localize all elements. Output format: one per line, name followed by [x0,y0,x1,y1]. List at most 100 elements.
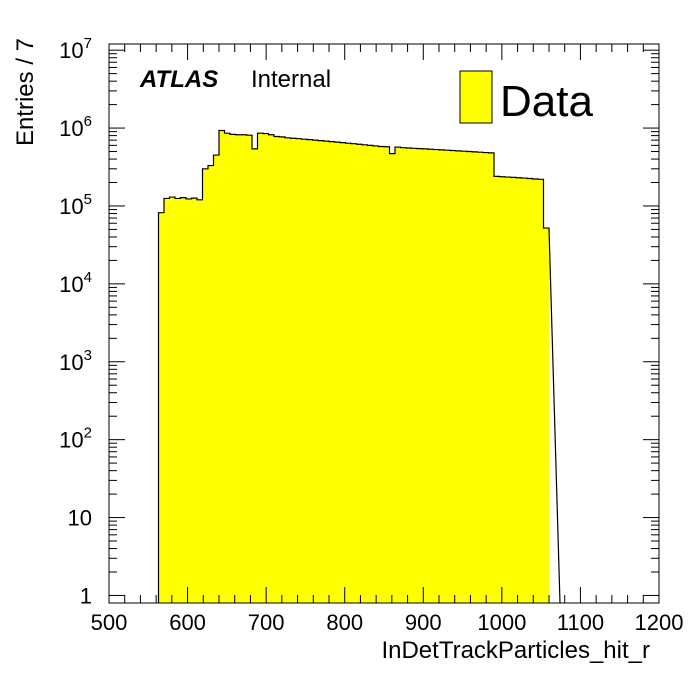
histogram-bar [472,151,478,603]
histogram-bar [428,149,434,603]
histogram-bar [417,148,423,603]
histogram-bar [340,142,346,604]
histogram-bar [527,178,533,603]
histogram-bar [213,155,220,604]
x-tick-label: 500 [91,610,128,635]
x-tick-label: 700 [248,610,285,635]
histogram-bar [224,133,231,603]
histogram-bar [208,165,214,603]
histogram-bar [450,150,456,603]
histogram-bar [202,168,209,603]
x-tick-label: 600 [169,610,206,635]
histogram-bar [395,147,401,603]
y-tick-label: 103 [59,347,92,375]
x-axis: 500 600 700 800 900 1000 1100 1200 [91,44,684,635]
y-tick-label: 1 [80,583,92,608]
histogram-bar [169,197,176,604]
histogram-bar [329,141,335,603]
histogram-bar [235,134,242,603]
histogram-bar [367,145,374,604]
histogram-bar [164,198,170,603]
histogram-bar [219,130,225,603]
histogram-bar [351,143,357,603]
histogram-bar [263,133,269,604]
histogram-bar [323,141,330,603]
histogram-bar [362,144,368,603]
plot-border [108,43,660,604]
histogram-bars [157,129,561,604]
histogram-bar [334,142,341,603]
histogram-bar [373,145,379,603]
y-tick-label: 105 [59,191,92,219]
y-tick-label: 10 [68,506,92,531]
histogram-bar [516,177,522,603]
histogram-bar [494,176,500,603]
x-tick-label: 800 [326,610,363,635]
histogram-bar [312,140,319,603]
histogram-bar [345,143,352,603]
histogram-bar [257,133,264,603]
x-tick-label: 1000 [477,610,526,635]
histogram-bar [400,147,407,603]
histogram-bar [307,139,313,603]
histogram-bar [186,198,192,603]
histogram-bar [466,151,473,604]
histogram-bar [378,146,385,604]
plot-frame [108,43,660,604]
y-axis: 1 10 102 103 104 105 106 107 [59,35,659,608]
histogram-bar [488,152,495,603]
histogram-bar [279,136,286,603]
histogram-bar [389,153,396,603]
legend-swatch [459,70,493,124]
histogram-bar [246,135,253,603]
histogram-bar [455,150,462,603]
y-axis-label: Entries / 7 [12,38,39,146]
histogram-bar [510,177,517,603]
histogram-bar [532,178,539,603]
histogram-bar [422,148,429,604]
histogram-bar [444,150,451,603]
histogram-bar [477,152,484,604]
x-tick-label: 1200 [635,610,684,635]
histogram-bar [301,139,308,604]
legend-label: Data [500,77,593,126]
y-tick-label: 106 [59,113,92,141]
histogram-bar [505,177,511,603]
histogram-bar [296,138,302,603]
histogram-bar [406,147,412,603]
y-tick-label: 102 [59,425,92,453]
histogram-bar [433,149,440,603]
histogram-bar [230,134,236,603]
histogram-bar [411,148,418,603]
histogram-bar [483,152,489,603]
atlas-label-bold: ATLAS [139,66,218,93]
histogram-bar [499,176,506,603]
histogram-bar [521,178,528,603]
histogram-bar [538,179,544,604]
x-tick-label: 900 [405,610,442,635]
histogram-bar [180,197,187,603]
histogram-bar [318,140,324,604]
histogram-bar [158,212,165,604]
x-tick-label: 1100 [557,610,604,635]
histogram-bar [439,149,445,603]
histogram-bar [285,137,291,603]
atlas-label-text: Internal [251,66,331,93]
histogram-bar [356,144,363,603]
atlas-label: ATLAS Internal [139,66,331,93]
histogram-bar [241,134,247,603]
histogram-bar [461,151,467,603]
y-tick-label: 107 [59,35,92,63]
histogram-bar [543,228,550,603]
legend: Data [459,70,593,126]
histogram-bar [384,146,390,604]
x-axis-label: InDetTrackParticles_hit_r [381,637,650,664]
histogram-bar [175,198,181,603]
y-tick-label: 104 [59,269,92,297]
histogram-outline [157,129,561,604]
histogram-bar [252,148,258,604]
histogram-bar [268,134,275,603]
histogram-bar [197,199,203,604]
